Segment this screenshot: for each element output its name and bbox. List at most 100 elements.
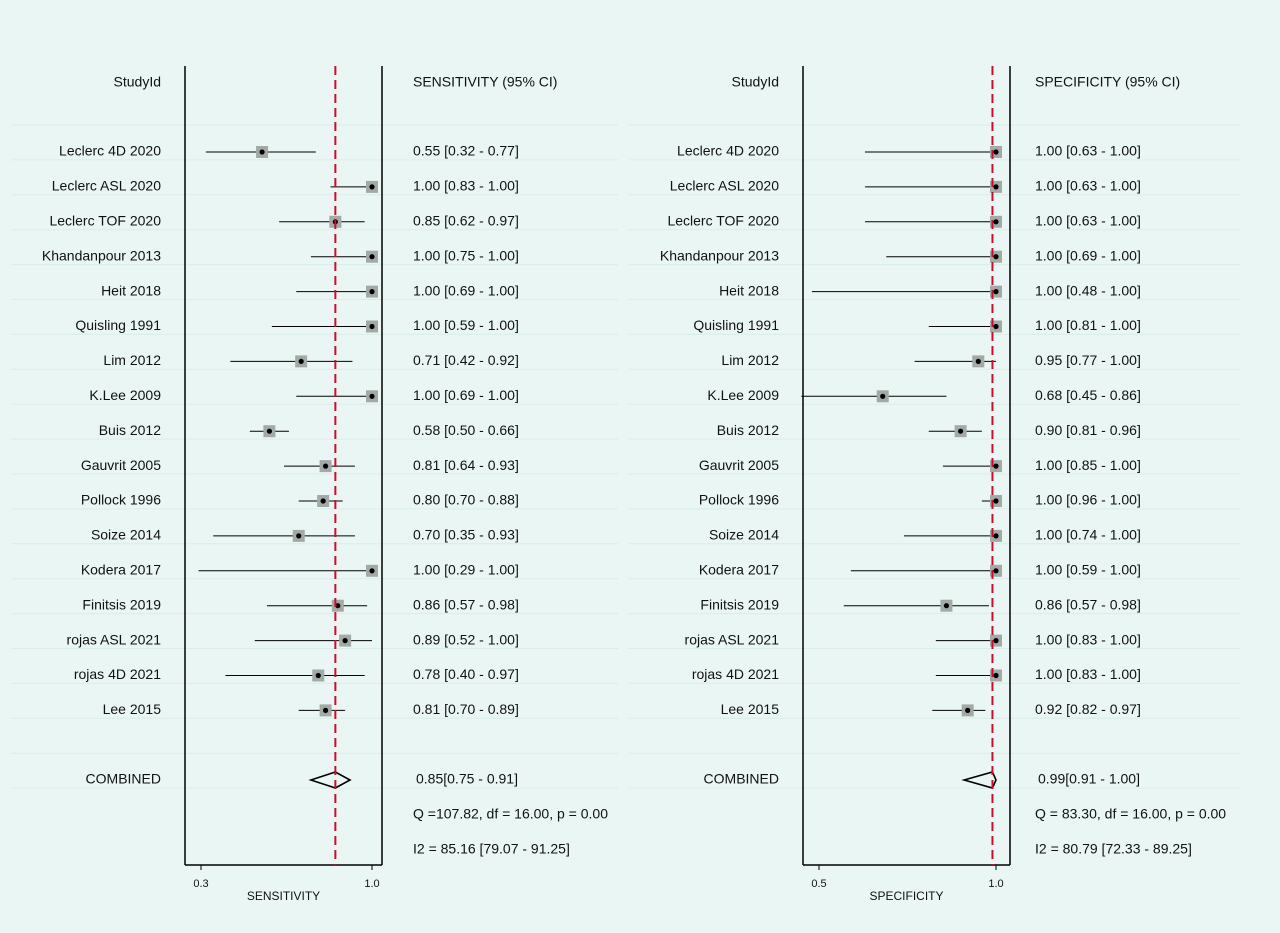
study-estimate-label: 1.00 [0.63 - 1.00] <box>1035 213 1141 229</box>
study-estimate-label: 0.58 [0.50 - 0.66] <box>413 422 519 438</box>
study-estimate-label: 0.81 [0.70 - 0.89] <box>413 701 519 717</box>
study-column-header: StudyId <box>732 74 779 90</box>
point-estimate-dot <box>322 463 329 469</box>
point-estimate-dot <box>993 219 999 225</box>
combined-estimate-label: 0.99[0.91 - 1.00] <box>1038 771 1140 787</box>
study-name: Leclerc ASL 2020 <box>52 178 161 194</box>
study-estimate-label: 1.00 [0.83 - 1.00] <box>413 178 519 194</box>
study-name: Buis 2012 <box>99 422 161 438</box>
study-name: Leclerc 4D 2020 <box>59 143 161 159</box>
study-estimate-label: 0.86 [0.57 - 0.98] <box>1035 596 1141 612</box>
heterogeneity-q-stat: Q =107.82, df = 16.00, p = 0.00 <box>413 806 608 822</box>
study-estimate-label: 1.00 [0.59 - 1.00] <box>413 317 519 333</box>
study-name: Lim 2012 <box>103 352 161 368</box>
study-estimate-label: 1.00 [0.63 - 1.00] <box>1035 178 1141 194</box>
study-estimate-label: 0.70 [0.35 - 0.93] <box>413 527 519 543</box>
study-estimate-label: 1.00 [0.75 - 1.00] <box>413 247 519 263</box>
study-estimate-label: 1.00 [0.29 - 1.00] <box>413 562 519 578</box>
study-name: Lee 2015 <box>721 701 780 717</box>
point-estimate-dot <box>958 428 964 434</box>
study-estimate-label: 1.00 [0.63 - 1.00] <box>1035 143 1141 159</box>
x-axis-label: SPECIFICITY <box>869 889 943 903</box>
study-name: Kodera 2017 <box>81 562 161 578</box>
study-estimate-label: 1.00 [0.69 - 1.00] <box>413 387 519 403</box>
point-estimate-dot <box>993 568 999 574</box>
x-tick-label: 0.3 <box>193 878 208 890</box>
point-estimate-dot <box>993 498 999 504</box>
x-tick-label: 0.5 <box>811 878 826 890</box>
study-name: Pollock 1996 <box>81 492 161 508</box>
point-estimate-dot <box>993 463 999 469</box>
study-name: Heit 2018 <box>719 282 779 298</box>
point-estimate-dot <box>298 358 304 364</box>
study-name: Finitsis 2019 <box>82 596 161 612</box>
study-estimate-label: 1.00 [0.69 - 1.00] <box>413 282 519 298</box>
study-estimate-label: 0.55 [0.32 - 0.77] <box>413 143 519 159</box>
study-name: Khandanpour 2013 <box>42 247 161 263</box>
point-estimate-dot <box>880 393 886 399</box>
study-name: Leclerc TOF 2020 <box>49 213 161 229</box>
study-name: Khandanpour 2013 <box>660 247 779 263</box>
heterogeneity-q-stat: Q = 83.30, df = 16.00, p = 0.00 <box>1035 806 1226 822</box>
study-estimate-label: 1.00 [0.74 - 1.00] <box>1035 527 1141 543</box>
x-axis-label: SENSITIVITY <box>247 889 320 903</box>
combined-diamond <box>308 771 352 789</box>
study-estimate-label: 0.81 [0.64 - 0.93] <box>413 457 519 473</box>
point-estimate-dot <box>369 184 375 190</box>
point-estimate-dot <box>322 707 329 714</box>
point-estimate-dot <box>993 533 999 539</box>
combined-diamond <box>961 771 997 789</box>
point-estimate-dot <box>993 638 999 644</box>
point-estimate-dot <box>993 289 999 295</box>
point-estimate-dot <box>266 428 272 434</box>
estimate-column-header: SPECIFICITY (95% CI) <box>1035 74 1180 90</box>
point-estimate-dot <box>369 254 375 260</box>
point-estimate-dot <box>296 533 302 539</box>
study-name: rojas 4D 2021 <box>692 666 779 682</box>
x-tick-label: 1.0 <box>988 878 1003 890</box>
study-estimate-label: 1.00 [0.69 - 1.00] <box>1035 247 1141 263</box>
study-estimate-label: 1.00 [0.85 - 1.00] <box>1035 457 1141 473</box>
study-name: rojas 4D 2021 <box>74 666 161 682</box>
point-estimate-dot <box>342 638 348 644</box>
study-name: Leclerc ASL 2020 <box>670 178 779 194</box>
point-estimate-dot <box>993 323 999 330</box>
combined-label: COMBINED <box>86 771 161 787</box>
study-estimate-label: 1.00 [0.83 - 1.00] <box>1035 631 1141 647</box>
point-estimate-dot <box>369 289 375 295</box>
study-estimate-label: 0.78 [0.40 - 0.97] <box>413 666 519 682</box>
study-name: rojas ASL 2021 <box>67 631 162 647</box>
study-estimate-label: 1.00 [0.59 - 1.00] <box>1035 562 1141 578</box>
point-estimate-dot <box>315 672 321 679</box>
study-name: Leclerc 4D 2020 <box>677 143 779 159</box>
study-name: Leclerc TOF 2020 <box>667 213 779 229</box>
estimate-column-header: SENSITIVITY (95% CI) <box>413 74 557 90</box>
study-column-header: StudyId <box>114 74 161 90</box>
study-name: K.Lee 2009 <box>89 387 161 403</box>
point-estimate-dot <box>943 603 950 609</box>
study-estimate-label: 1.00 [0.83 - 1.00] <box>1035 666 1141 682</box>
study-name: Buis 2012 <box>717 422 779 438</box>
point-estimate-dot <box>965 707 971 714</box>
heterogeneity-i2-stat: I2 = 80.79 [72.33 - 89.25] <box>1035 841 1192 857</box>
study-name: Gauvrit 2005 <box>699 457 779 473</box>
point-estimate-dot <box>369 393 375 399</box>
combined-estimate-label: 0.85[0.75 - 0.91] <box>416 771 518 787</box>
study-estimate-label: 0.68 [0.45 - 0.86] <box>1035 387 1141 403</box>
point-estimate-dot <box>975 358 981 364</box>
heterogeneity-i2-stat: I2 = 85.16 [79.07 - 91.25] <box>413 841 570 857</box>
study-name: Quisling 1991 <box>75 317 161 333</box>
study-name: Soize 2014 <box>91 527 161 543</box>
point-estimate-dot <box>320 498 326 504</box>
study-name: rojas ASL 2021 <box>685 631 780 647</box>
point-estimate-dot <box>993 672 999 679</box>
study-name: Kodera 2017 <box>699 562 779 578</box>
study-name: Lim 2012 <box>721 352 779 368</box>
study-estimate-label: 0.92 [0.82 - 0.97] <box>1035 701 1141 717</box>
study-estimate-label: 1.00 [0.48 - 1.00] <box>1035 282 1141 298</box>
study-name: Pollock 1996 <box>699 492 779 508</box>
point-estimate-dot <box>993 149 999 155</box>
study-name: Soize 2014 <box>709 527 779 543</box>
point-estimate-dot <box>369 568 375 574</box>
